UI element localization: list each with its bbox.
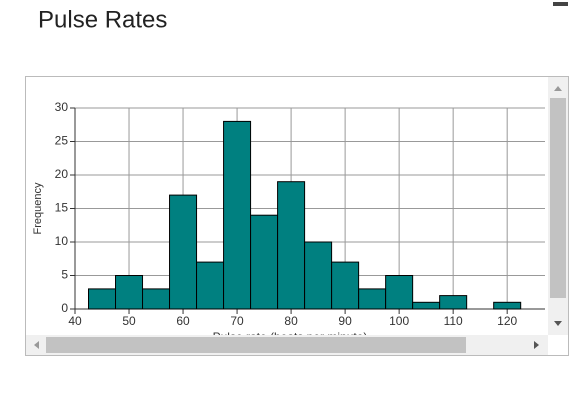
bar — [493, 301, 522, 310]
bar — [115, 275, 144, 310]
bar — [88, 288, 117, 310]
x-tick-label: 90 — [338, 314, 352, 328]
bar — [277, 181, 306, 310]
bar — [250, 214, 279, 310]
bar — [196, 261, 225, 310]
x-tick-label: 40 — [68, 314, 82, 328]
chart: 0 5 10 15 20 25 30 40 50 60 70 80 90 100 110 120 Frequen… — [32, 100, 545, 344]
y-axis-label: Frequency — [32, 182, 44, 234]
y-tick-label: 5 — [61, 268, 68, 282]
x-tick-label: 120 — [497, 314, 517, 328]
scroll-up[interactable] — [554, 86, 562, 91]
y-tick-label: 20 — [55, 167, 69, 181]
scroll-down[interactable] — [554, 321, 562, 326]
bar — [412, 301, 441, 310]
y-tick-label: 30 — [55, 100, 69, 114]
v-scroll-thumb[interactable] — [550, 98, 566, 298]
minimize-button[interactable] — [553, 2, 568, 6]
page-title: Pulse Rates — [38, 6, 167, 33]
x-tick-label: 110 — [444, 314, 463, 328]
scroll-left[interactable] — [34, 341, 39, 349]
x-tick-label: 70 — [230, 314, 244, 328]
y-tick-label: 25 — [55, 134, 69, 148]
y-tick-label: 15 — [55, 201, 69, 215]
scroll-right[interactable] — [534, 341, 539, 349]
bar — [142, 288, 171, 310]
y-tick-label: 0 — [61, 301, 68, 315]
x-tick-label: 50 — [122, 314, 136, 328]
h-scroll-thumb[interactable] — [46, 337, 466, 353]
x-tick-label: 60 — [176, 314, 190, 328]
bar — [358, 288, 387, 310]
bar — [304, 241, 333, 310]
bar — [385, 275, 414, 310]
bar — [439, 295, 468, 310]
x-tick-label: 80 — [284, 314, 298, 328]
x-tick-label: 100 — [389, 314, 409, 328]
x-axis-label: Pulse rate (beats per minute) — [213, 330, 368, 344]
bar — [223, 120, 252, 310]
bar — [331, 261, 360, 310]
bar — [169, 194, 198, 310]
y-tick-label: 10 — [55, 234, 69, 248]
